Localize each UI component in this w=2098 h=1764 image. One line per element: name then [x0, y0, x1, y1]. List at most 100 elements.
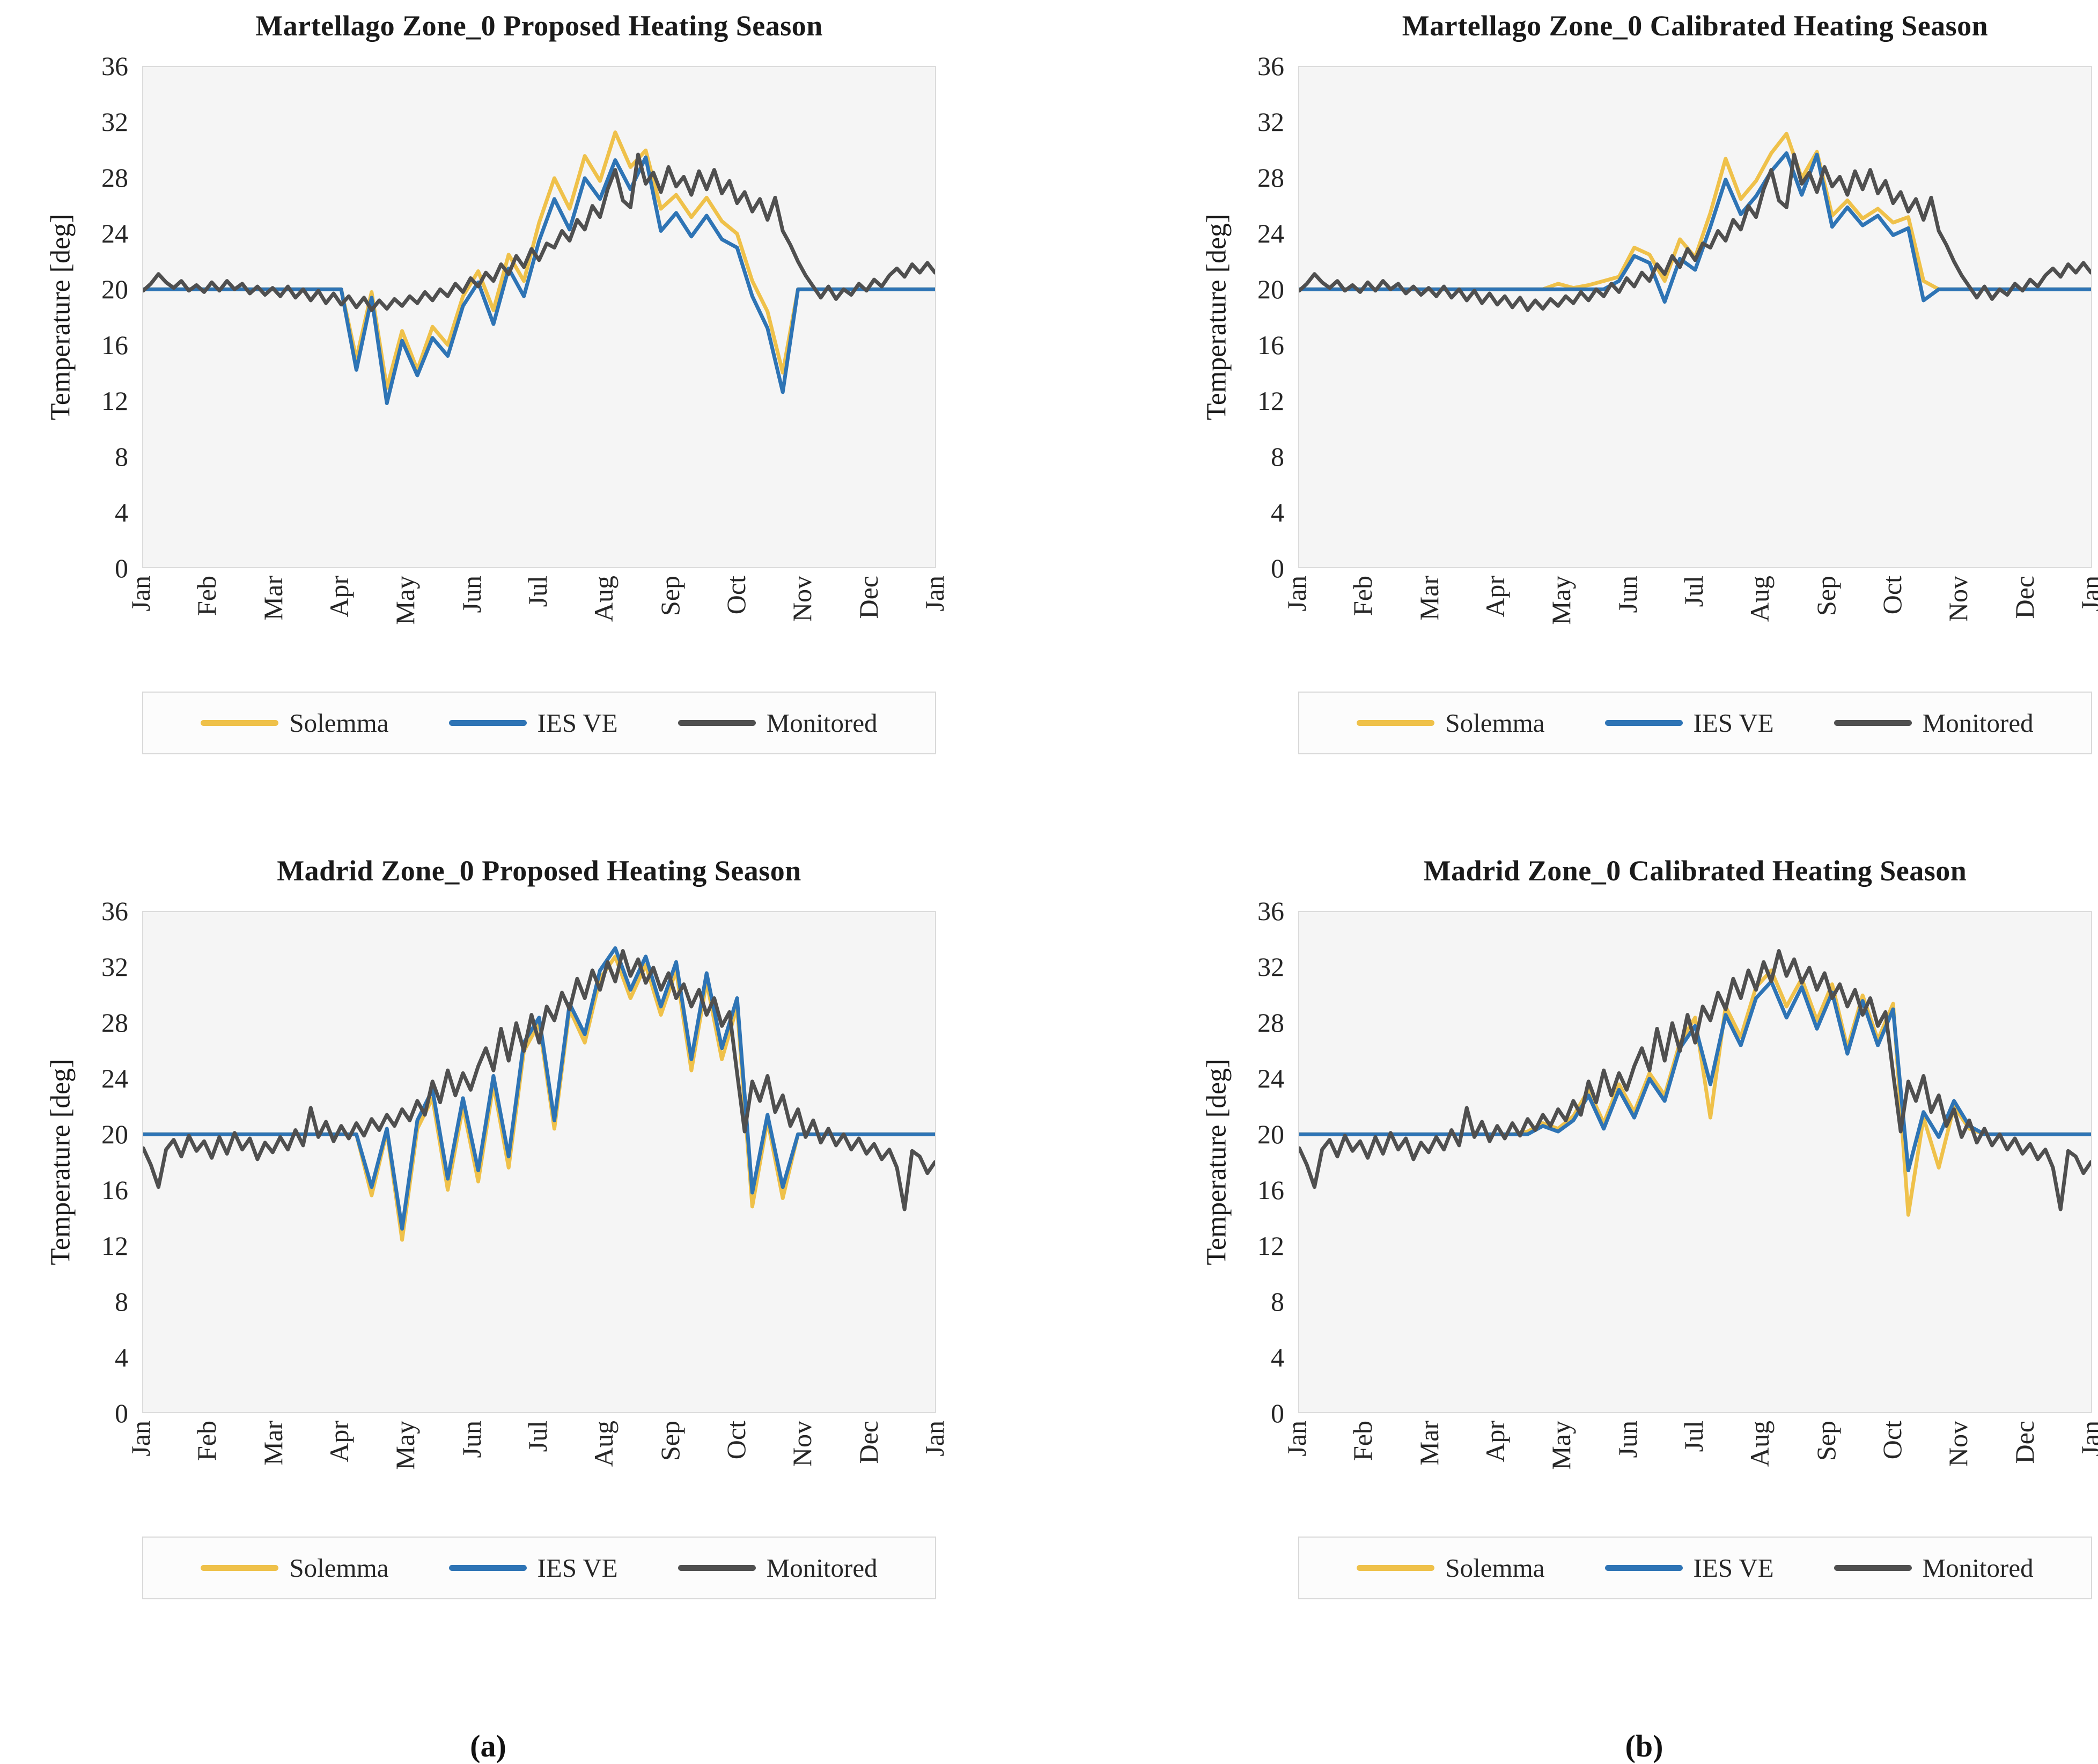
- x-tick-label: Jul: [522, 575, 553, 607]
- legend-box: Solemma IES VE Monitored: [1298, 691, 2092, 754]
- caption-a: (a): [470, 1728, 506, 1763]
- plot-area: [142, 65, 936, 568]
- y-tick-label: 24: [101, 218, 128, 248]
- y-tick-label: 24: [1257, 218, 1284, 248]
- y-tick-label: 16: [1257, 1174, 1284, 1205]
- y-tick-label: 4: [1271, 497, 1284, 527]
- legend-label: Monitored: [1922, 1553, 2034, 1583]
- legend-item: Solemma: [1357, 1553, 1545, 1583]
- legend-swatch-ies-ve: [448, 1564, 527, 1571]
- legend-swatch-monitored: [1834, 1564, 1912, 1571]
- y-axis-ticks: 36 32 28 24 20 16 12 8 4 0: [1236, 53, 1298, 582]
- x-tick-label: Apr: [324, 575, 354, 618]
- legend-swatch-solemma: [1357, 719, 1435, 726]
- x-tick-label: Sep: [654, 575, 685, 616]
- x-tick-label: Jan: [1282, 575, 1312, 612]
- y-tick-label: 28: [101, 162, 128, 193]
- legend-item: Monitored: [1834, 708, 2034, 738]
- legend-label: Solemma: [289, 708, 389, 738]
- x-tick-label: Mar: [257, 1420, 288, 1465]
- x-tick-label: Jul: [522, 1420, 553, 1452]
- plot-area: [1298, 65, 2092, 568]
- y-tick-label: 0: [1271, 553, 1284, 583]
- y-tick-label: 36: [101, 895, 128, 926]
- x-tick-label: Nov: [787, 575, 818, 622]
- y-tick-label: 24: [101, 1063, 128, 1093]
- legend-swatch-solemma: [1357, 1564, 1435, 1571]
- y-tick-label: 12: [1257, 1230, 1284, 1261]
- x-tick-label: Aug: [1744, 575, 1775, 622]
- x-tick-label: May: [1546, 575, 1577, 625]
- legend-item: Monitored: [678, 1553, 878, 1583]
- plot-area: [142, 910, 936, 1413]
- x-tick-label: Jun: [456, 1420, 487, 1458]
- chart-title: Madrid Zone_0 Proposed Heating Season: [277, 854, 801, 887]
- y-tick-label: 16: [101, 1174, 128, 1205]
- x-tick-label: Feb: [1348, 575, 1378, 616]
- series-line-ies-ve: [1299, 153, 2091, 302]
- x-tick-label: Oct: [1877, 1420, 1907, 1459]
- chart-panel: Madrid Zone_0 Calibrated Heating Season …: [1196, 854, 2098, 1599]
- y-tick-label: 20: [1257, 1119, 1284, 1149]
- series-line-monitored: [1299, 155, 2091, 310]
- plot-row: Temperature [deg] 36 32 28 24 20 16 12 8 4 0: [1196, 53, 2092, 582]
- x-tick-label: Oct: [721, 575, 751, 614]
- y-tick-label: 24: [1257, 1063, 1284, 1093]
- x-tick-label: Dec: [853, 1420, 884, 1464]
- chart-title: Martellago Zone_0 Calibrated Heating Sea…: [1402, 10, 1989, 42]
- legend-box: Solemma IES VE Monitored: [142, 1536, 936, 1599]
- x-tick-label: Jun: [1612, 1420, 1643, 1458]
- legend-label: IES VE: [537, 1553, 618, 1583]
- y-tick-label: 32: [101, 951, 128, 982]
- chart-title: Martellago Zone_0 Proposed Heating Seaso…: [255, 10, 823, 42]
- x-tick-label: Nov: [1943, 575, 1974, 622]
- x-axis-ticks: Jan Feb Mar Apr May Jun Jul Aug Sep Oct Nov Dec Jan: [1282, 568, 2098, 692]
- x-tick-label: Feb: [1348, 1420, 1378, 1461]
- legend-wrap: Solemma IES VE Monitored: [142, 691, 936, 754]
- x-tick-label: Sep: [1810, 1420, 1841, 1461]
- x-tick-label: Jan: [2075, 1420, 2098, 1457]
- y-tick-label: 32: [101, 106, 128, 137]
- legend-label: Monitored: [766, 708, 878, 738]
- x-tick-label: Jan: [126, 575, 156, 612]
- x-tick-label: Jun: [456, 575, 487, 613]
- y-tick-label: 0: [115, 1398, 128, 1428]
- series-line-ies-ve: [1299, 981, 2091, 1170]
- series-line-monitored: [143, 155, 935, 310]
- y-tick-label: 16: [1257, 329, 1284, 360]
- x-tick-label: Nov: [1943, 1420, 1974, 1467]
- legend-box: Solemma IES VE Monitored: [142, 691, 936, 754]
- y-axis-ticks: 36 32 28 24 20 16 12 8 4 0: [80, 898, 142, 1427]
- series-line-solemma: [143, 956, 935, 1239]
- series-line-ies-ve: [143, 157, 935, 403]
- legend-box: Solemma IES VE Monitored: [1298, 1536, 2092, 1599]
- chart-panel: Martellago Zone_0 Proposed Heating Seaso…: [40, 9, 949, 754]
- x-tick-label: Jan: [919, 575, 949, 612]
- x-tick-label: Dec: [2009, 1420, 2040, 1464]
- y-tick-label: 20: [101, 1119, 128, 1149]
- x-tick-label: Jun: [1612, 575, 1643, 613]
- y-tick-label: 4: [115, 1342, 128, 1372]
- x-tick-label: Aug: [588, 575, 619, 622]
- x-tick-label: Feb: [192, 575, 222, 616]
- y-tick-label: 28: [1257, 1007, 1284, 1038]
- plot-row: Temperature [deg] 36 32 28 24 20 16 12 8 4 0: [40, 898, 936, 1427]
- series-svg: [1299, 67, 2091, 567]
- x-tick-label: Apr: [324, 1420, 354, 1462]
- y-tick-label: 36: [101, 50, 128, 81]
- y-tick-label: 16: [101, 329, 128, 360]
- y-tick-label: 20: [1257, 274, 1284, 304]
- plot-row: Temperature [deg] 36 32 28 24 20 16 12 8 4 0: [1196, 898, 2092, 1427]
- legend-wrap: Solemma IES VE Monitored: [142, 1536, 936, 1599]
- y-tick-label: 12: [101, 1230, 128, 1261]
- chart-panel: Madrid Zone_0 Proposed Heating Season Te…: [40, 854, 949, 1599]
- y-axis-label-column: Temperature [deg]: [1196, 66, 1236, 568]
- series-svg: [1299, 912, 2091, 1412]
- captions-row: (a) (b): [40, 1728, 2098, 1764]
- legend-label: Monitored: [766, 1553, 878, 1583]
- x-tick-label: Jan: [1282, 1420, 1312, 1457]
- y-tick-label: 0: [1271, 1398, 1284, 1428]
- plot-row: Temperature [deg] 36 32 28 24 20 16 12 8 4 0: [40, 53, 936, 582]
- legend-item: IES VE: [1604, 1553, 1774, 1583]
- x-tick-label: Oct: [721, 1420, 751, 1459]
